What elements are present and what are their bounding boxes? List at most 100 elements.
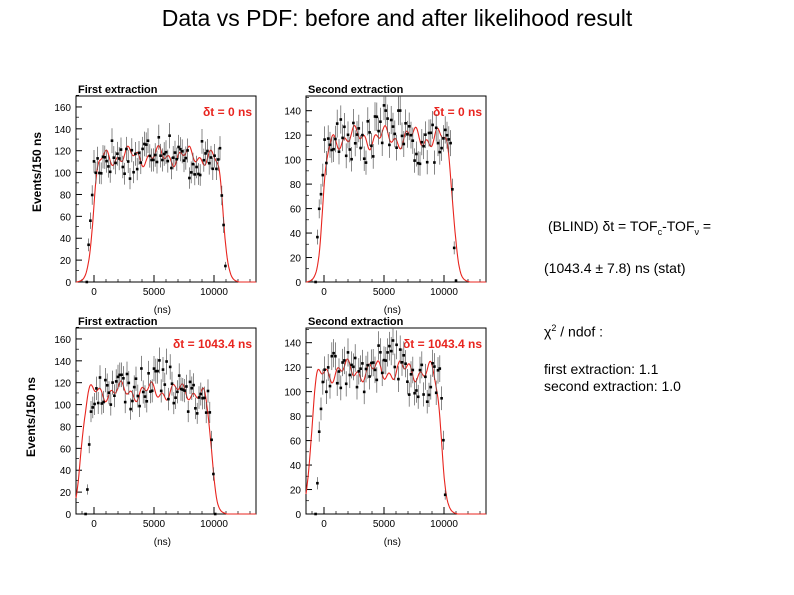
data-point: [188, 176, 191, 180]
data-point: [316, 235, 319, 239]
data-point: [386, 351, 389, 354]
data-point: [337, 370, 341, 373]
data-point: [98, 376, 102, 379]
data-point: [407, 393, 411, 396]
data-point: [190, 386, 194, 390]
data-point: [131, 399, 134, 403]
y-tick-label: 0: [295, 510, 301, 521]
chart-second-extraction-before: Second extraction δt = 0 ns 0 20 40 60 80 100 12…: [268, 78, 498, 323]
data-point: [427, 393, 431, 397]
data-point: [145, 400, 149, 403]
data-point: [323, 368, 326, 371]
data-point: [415, 389, 418, 392]
data-point: [384, 109, 388, 112]
data-point: [128, 177, 132, 180]
data-point: [431, 362, 434, 365]
data-point: [95, 387, 98, 390]
data-point: [123, 400, 127, 404]
data-point: [143, 395, 147, 398]
data-point: [179, 387, 183, 391]
data-point: [353, 356, 357, 360]
data-point: [370, 361, 373, 365]
data-point: [195, 412, 199, 415]
data-point: [186, 149, 189, 152]
plot-frame: [75, 95, 257, 283]
data-point: [84, 512, 87, 516]
data-point: [87, 443, 91, 446]
data-point: [321, 380, 325, 384]
data-point: [442, 438, 445, 442]
data-point: [328, 143, 332, 147]
data-point: [197, 396, 201, 399]
tof-nu-subscript: ν: [694, 226, 700, 237]
data-point: [445, 133, 449, 137]
plot-frame: [305, 95, 487, 283]
data-point: [137, 151, 141, 155]
data-point: [117, 157, 121, 160]
y-tick-label: 60: [290, 205, 302, 216]
x-tick-label: 5000: [143, 519, 166, 530]
chi2-second-extraction: second extraction: 1.0: [544, 378, 681, 394]
data-point: [105, 159, 108, 163]
y-tick-label: 0: [65, 510, 71, 521]
data-point: [364, 161, 368, 164]
data-point: [152, 367, 156, 370]
data-point: [371, 155, 375, 158]
data-point: [350, 363, 353, 367]
data-point: [339, 386, 343, 390]
data-point: [123, 172, 126, 175]
data-point: [330, 148, 334, 152]
data-point: [140, 367, 143, 370]
y-tick-label: 20: [290, 254, 302, 265]
data-point: [434, 126, 438, 130]
data-point: [379, 120, 382, 123]
data-point: [107, 165, 110, 168]
data-point: [438, 150, 442, 154]
data-point: [130, 148, 134, 152]
data-point: [415, 152, 418, 156]
data-point: [422, 393, 425, 396]
data-point: [371, 361, 375, 364]
data-point: [389, 349, 393, 353]
x-tick-label: 10000: [430, 519, 458, 530]
data-point: [361, 362, 364, 365]
data-point: [389, 118, 393, 122]
data-point: [186, 410, 190, 413]
data-point: [152, 158, 155, 162]
data-point: [212, 472, 215, 476]
y-tick-label: 140: [54, 125, 71, 136]
data-point: [334, 354, 337, 358]
data-point: [379, 351, 382, 354]
data-point: [125, 147, 128, 151]
data-point: [171, 156, 175, 159]
data-point: [357, 127, 361, 130]
data-point: [104, 378, 107, 382]
data-point: [173, 151, 177, 154]
data-point: [105, 384, 109, 387]
data-point: [377, 344, 380, 347]
x-tick-label: 5000: [373, 519, 396, 530]
data-point: [150, 158, 153, 162]
data-point: [328, 384, 332, 388]
data-point: [395, 343, 398, 347]
data-point: [213, 512, 217, 516]
data-point: [440, 146, 443, 150]
data-point: [114, 380, 118, 383]
pdf-curve: [75, 380, 256, 515]
chart-svg: First extraction δt = 0 ns 0 20 40 60 80 100 120…: [54, 84, 257, 316]
data-point: [113, 394, 116, 397]
data-point: [202, 158, 206, 162]
data-point: [213, 154, 216, 157]
data-point: [397, 377, 400, 381]
data-point: [102, 400, 105, 404]
data-point: [411, 139, 415, 142]
data-point: [348, 373, 352, 377]
data-point: [174, 396, 177, 399]
data-point: [391, 125, 395, 128]
data-point: [382, 104, 386, 107]
data-point: [134, 377, 138, 380]
data-point: [326, 366, 330, 369]
data-point: [409, 373, 413, 376]
data-point: [90, 193, 94, 197]
data-point: [452, 246, 456, 250]
